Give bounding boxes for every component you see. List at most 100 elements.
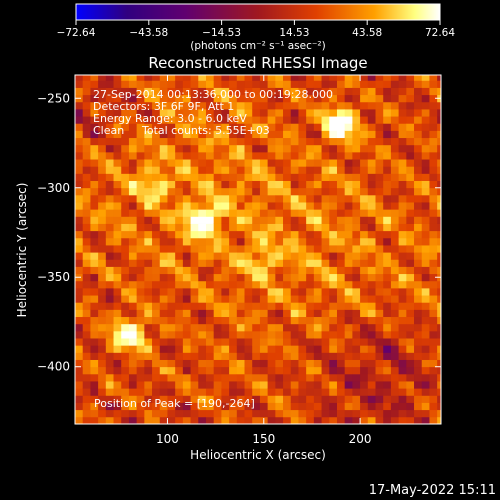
heatmap-cell [429,245,438,253]
heatmap-cell [275,259,284,267]
heatmap-cell [136,273,145,282]
heatmap-cell [182,381,191,389]
heatmap-cell [275,295,284,303]
heatmap-cell [98,116,107,124]
heatmap-cell [321,101,330,110]
heatmap-cell [259,123,269,131]
heatmap-cell [275,216,284,224]
heatmap-cell [144,295,153,303]
heatmap-cell [259,109,269,117]
heatmap-cell [136,101,145,110]
heatmap-cell [252,101,261,110]
heatmap-cell [190,259,199,267]
heatmap-cell [128,87,138,96]
heatmap-cell [329,101,338,110]
heatmap-cell [275,209,284,217]
heatmap-cell [90,309,99,318]
heatmap-cell [205,216,215,224]
heatmap-cell [383,144,392,153]
heatmap-cell [329,295,338,303]
heatmap-cell [128,338,138,346]
heatmap-cell [167,202,176,210]
heatmap-cell [344,123,353,131]
heatmap-cell [75,323,84,332]
heatmap-cell [259,187,269,196]
heatmap-cell [175,173,184,181]
heatmap-cell [136,144,145,153]
heatmap-cell [306,309,315,318]
y-tick-label: −250 [37,91,70,105]
heatmap-cell [321,94,330,103]
heatmap-cell [367,180,376,189]
heatmap-cell [429,259,438,267]
heatmap-cell [198,123,207,131]
heatmap-cell [406,159,415,167]
heatmap-cell [152,123,161,131]
heatmap-cell [275,245,284,253]
heatmap-cell [259,101,269,110]
heatmap-cell [321,359,330,368]
heatmap-cell [290,237,299,246]
heatmap-cell [152,130,161,139]
heatmap-cell [182,252,191,260]
heatmap-cell [205,266,215,275]
heatmap-cell [275,373,284,382]
heatmap-cell [113,75,122,81]
heatmap-cell [336,245,346,253]
heatmap-cell [105,280,114,289]
heatmap-cell [344,109,353,117]
heatmap-cell [306,116,315,124]
heatmap-cell [82,402,91,411]
heatmap-cell [136,202,145,210]
heatmap-cell [252,116,261,124]
heatmap-cell [336,101,346,110]
heatmap-cell [167,381,176,389]
heatmap-cell [144,373,153,382]
heatmap-cell [329,259,338,267]
heatmap-cell [414,352,423,360]
heatmap-cell [113,123,122,131]
heatmap-cell [429,280,438,289]
heatmap-cell [414,345,423,353]
heatmap-cell [306,366,315,375]
heatmap-cell [352,266,361,275]
heatmap-cell [82,338,91,346]
heatmap-cell [275,159,284,167]
heatmap-cell [221,159,230,167]
heatmap-cell [190,116,199,124]
heatmap-cell [182,287,191,296]
heatmap-cell [82,75,91,81]
heatmap-cell [113,151,122,160]
heatmap-cell [229,137,238,146]
heatmap-cell [267,345,276,353]
heatmap-cell [267,159,276,167]
heatmap-cell [275,316,284,325]
heatmap-cell [375,151,384,160]
heatmap-cell [344,209,353,217]
heatmap-cell [128,216,138,224]
heatmap-cell [128,416,138,424]
heatmap-cell [244,338,253,346]
heatmap-cell [390,352,400,360]
heatmap-cell [290,130,299,139]
heatmap-cell [152,223,161,232]
heatmap-cell [390,416,400,424]
heatmap-cell [406,359,415,368]
heatmap-cell [421,330,430,339]
heatmap-cell [406,166,415,174]
heatmap-cell [398,252,407,260]
heatmap-cell [390,402,400,411]
x-axis-label: Heliocentric X (arcsec) [190,448,326,462]
heatmap-cell [252,273,261,282]
heatmap-cell [375,402,384,411]
heatmap-cell [128,130,138,139]
heatmap-cell [205,395,215,403]
heatmap-cell [283,230,292,239]
heatmap-cell [144,273,153,282]
heatmap-cell [128,359,138,368]
heatmap-cell [90,323,99,332]
heatmap-cell [360,316,369,325]
heatmap-cell [352,166,361,174]
heatmap-cell [213,202,222,210]
heatmap-cell [367,80,376,88]
